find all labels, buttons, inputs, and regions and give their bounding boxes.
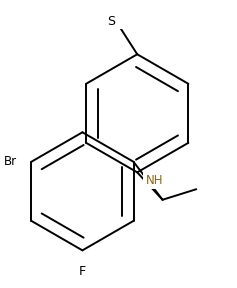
Text: Br: Br	[3, 155, 17, 168]
Text: F: F	[79, 265, 86, 278]
Text: S: S	[107, 15, 115, 28]
Text: NH: NH	[146, 174, 163, 187]
